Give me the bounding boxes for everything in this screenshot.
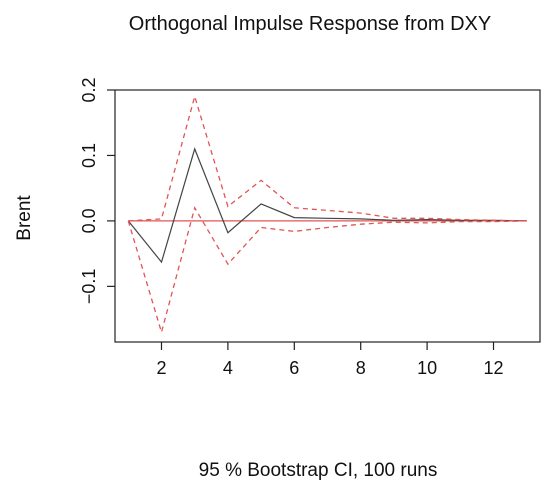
y-axis-label: Brent	[14, 195, 35, 241]
x-tick-label: 12	[484, 358, 504, 378]
plot-frame	[114, 89, 541, 343]
x-axis-label: 95 % Bootstrap CI, 100 runs	[199, 460, 438, 481]
y-tick-label: 0.1	[79, 143, 99, 168]
y-tick-label: 0.2	[79, 77, 99, 102]
y-axis: −0.1 0.0 0.1 0.2	[79, 77, 115, 304]
x-tick-label: 8	[356, 358, 366, 378]
lower-ci-line	[127, 206, 527, 335]
y-tick-label: 0.0	[79, 208, 99, 233]
impulse-response-line	[127, 147, 527, 264]
x-tick-label: 2	[156, 358, 166, 378]
x-tick-label: 6	[289, 358, 299, 378]
upper-ci-line	[128, 94, 527, 222]
chart-title: Orthogonal Impulse Response from DXY	[129, 13, 491, 35]
plot-area	[127, 94, 527, 335]
x-tick-label: 10	[417, 358, 437, 378]
x-axis: 2 4 6 8 10 12	[156, 342, 504, 378]
y-tick-label: −0.1	[79, 269, 99, 305]
x-tick-label: 4	[223, 358, 233, 378]
